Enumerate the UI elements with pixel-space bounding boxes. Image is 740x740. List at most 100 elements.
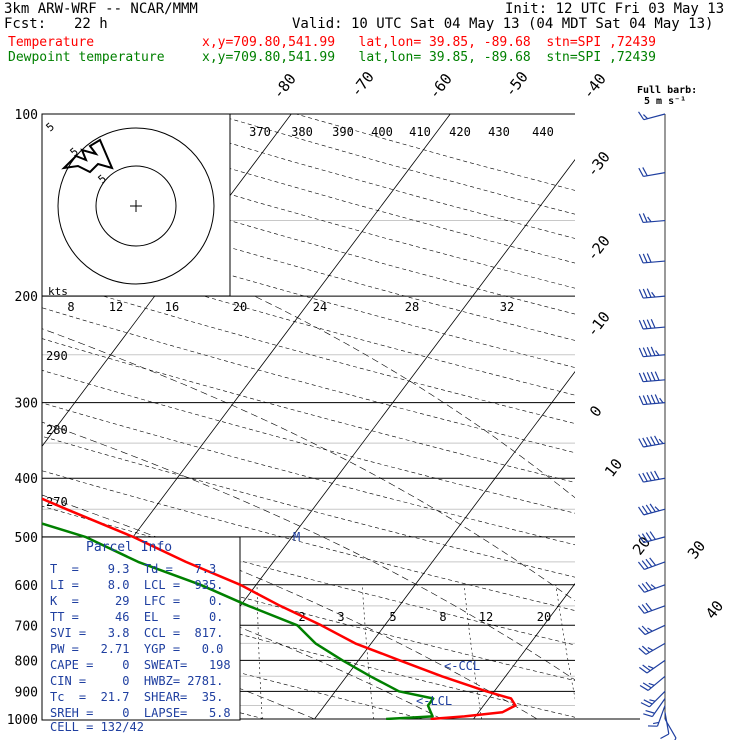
wind-barb xyxy=(638,470,666,483)
wind-barb-staff xyxy=(644,605,666,614)
wind-barb-feather xyxy=(641,533,649,542)
wind-barb-feather xyxy=(654,394,660,404)
wind-barb xyxy=(643,698,666,718)
dry-adiabat xyxy=(213,114,575,215)
init-time: Init: 12 UTC Fri 03 May 13 xyxy=(505,1,725,17)
forecast-label: Fcst: xyxy=(4,16,47,32)
isotherm-label: -40 xyxy=(579,70,610,102)
wind-barb xyxy=(638,111,666,121)
wind-barb-feather xyxy=(645,709,655,714)
theta-label: 270 xyxy=(46,495,68,509)
speed-tick-label: 24 xyxy=(313,300,327,314)
wind-barb-feather xyxy=(640,702,650,708)
wind-barb-feather xyxy=(645,558,653,568)
wind-barb xyxy=(638,371,666,383)
wind-barb-feather xyxy=(650,394,656,404)
wind-barb xyxy=(639,659,666,674)
annotation-m: M xyxy=(293,530,300,544)
wind-barb-feather xyxy=(642,288,648,298)
wind-barb-feather xyxy=(645,532,652,541)
parcel-info-title: Parcel Info xyxy=(86,540,173,555)
isotherm-label: -80 xyxy=(269,70,300,102)
wind-barb-feather xyxy=(641,583,649,592)
wind-barb-feather xyxy=(638,438,644,448)
theta-top-label: 380 xyxy=(291,125,313,139)
parcel-row: LI = 8.0 LCL = 935. xyxy=(50,578,224,592)
theta-top-label: 420 xyxy=(449,125,471,139)
pressure-label: 400 xyxy=(15,472,38,487)
wind-barb-feather xyxy=(638,473,644,483)
wind-barb-staff xyxy=(647,675,666,691)
parcel-info-frame xyxy=(41,536,241,721)
model-title: 3km ARW-WRF -- NCAR/MMM xyxy=(4,1,198,17)
pressure-label: 500 xyxy=(15,531,38,546)
wind-barb-feather xyxy=(637,561,645,570)
dry-adiabat xyxy=(42,248,575,396)
parcel-row: CAPE = 0 SWEAT= 198 xyxy=(50,658,231,672)
annotation-lcl: <-LCL xyxy=(416,694,452,708)
wind-barb xyxy=(647,705,666,727)
wind-barb-feather xyxy=(651,291,656,298)
wind-barb-staff xyxy=(644,624,666,636)
wind-barb-feather xyxy=(646,394,652,405)
isotherm-line xyxy=(314,370,575,720)
wind-barb-staff xyxy=(644,584,666,593)
wind-barb-feather xyxy=(654,470,660,480)
wind-barb-feather xyxy=(638,213,644,223)
mixing-ratio-label: 5 xyxy=(389,610,396,624)
mixing-ratio-line xyxy=(463,584,482,720)
dewpoint-trace xyxy=(42,522,435,720)
mixing-ratio-line xyxy=(362,584,374,720)
parcel-row: Tc = 21.7 SHEAR= 35. xyxy=(50,690,224,704)
mixing-ratio-label: 20 xyxy=(537,610,551,624)
wind-barb-feather xyxy=(646,372,652,382)
wind-barb-feather xyxy=(638,506,645,516)
wind-barb-feather xyxy=(638,627,646,635)
wind-barb xyxy=(638,346,666,358)
wind-barb-staff xyxy=(644,561,666,571)
wind-barb-feather xyxy=(650,318,656,329)
wind-barb-feather xyxy=(647,647,654,651)
pressure-label: 600 xyxy=(15,579,38,594)
wind-barb-feather xyxy=(649,699,656,702)
wind-barb xyxy=(639,675,666,691)
wind-barb-feather xyxy=(650,346,656,356)
wind-barb-feather xyxy=(642,319,648,329)
wind-barb-feather xyxy=(649,503,656,513)
wind-barb-feather xyxy=(641,604,649,613)
wind-barb-feather xyxy=(641,625,650,634)
wind-barb-feather xyxy=(647,665,654,669)
theta-label: 280 xyxy=(46,423,68,437)
wind-barb-feather xyxy=(642,167,648,177)
wind-barb-feather xyxy=(648,682,655,686)
wind-barb-feather xyxy=(653,721,659,725)
wind-barb-feather xyxy=(645,581,653,590)
theta-top-label: 440 xyxy=(532,125,554,139)
wind-barb-feather xyxy=(641,505,649,515)
wind-barb xyxy=(638,288,666,299)
isotherm-label: 0 xyxy=(586,402,606,420)
wind-barb xyxy=(660,712,670,740)
wind-barb-feather xyxy=(650,371,656,381)
wind-barb xyxy=(638,503,666,516)
wind-barb-feather xyxy=(654,435,660,445)
dewpoint-legend: Dewpoint temperature xyxy=(8,50,165,65)
theta-label: 290 xyxy=(46,349,68,363)
pressure-label: 900 xyxy=(15,685,38,700)
hodograph-kts-label: kts xyxy=(48,285,68,298)
pressure-label: 700 xyxy=(15,619,38,634)
isotherm-label: -30 xyxy=(583,148,614,180)
mixing-ratio-label: 8 xyxy=(439,610,446,624)
temperature-trace xyxy=(42,497,517,720)
theta-top-label: 410 xyxy=(409,125,431,139)
wind-barb-feather xyxy=(638,372,644,382)
theta-top-label: 430 xyxy=(488,125,510,139)
wind-barb-feather xyxy=(642,472,648,482)
wind-barb-feather xyxy=(674,737,677,740)
pressure-label: 1000 xyxy=(7,713,38,728)
wind-barb-feather xyxy=(642,372,648,382)
wind-barb-feather xyxy=(638,347,644,357)
wind-barb-feather xyxy=(650,584,656,589)
dry-adiabat xyxy=(42,580,575,718)
